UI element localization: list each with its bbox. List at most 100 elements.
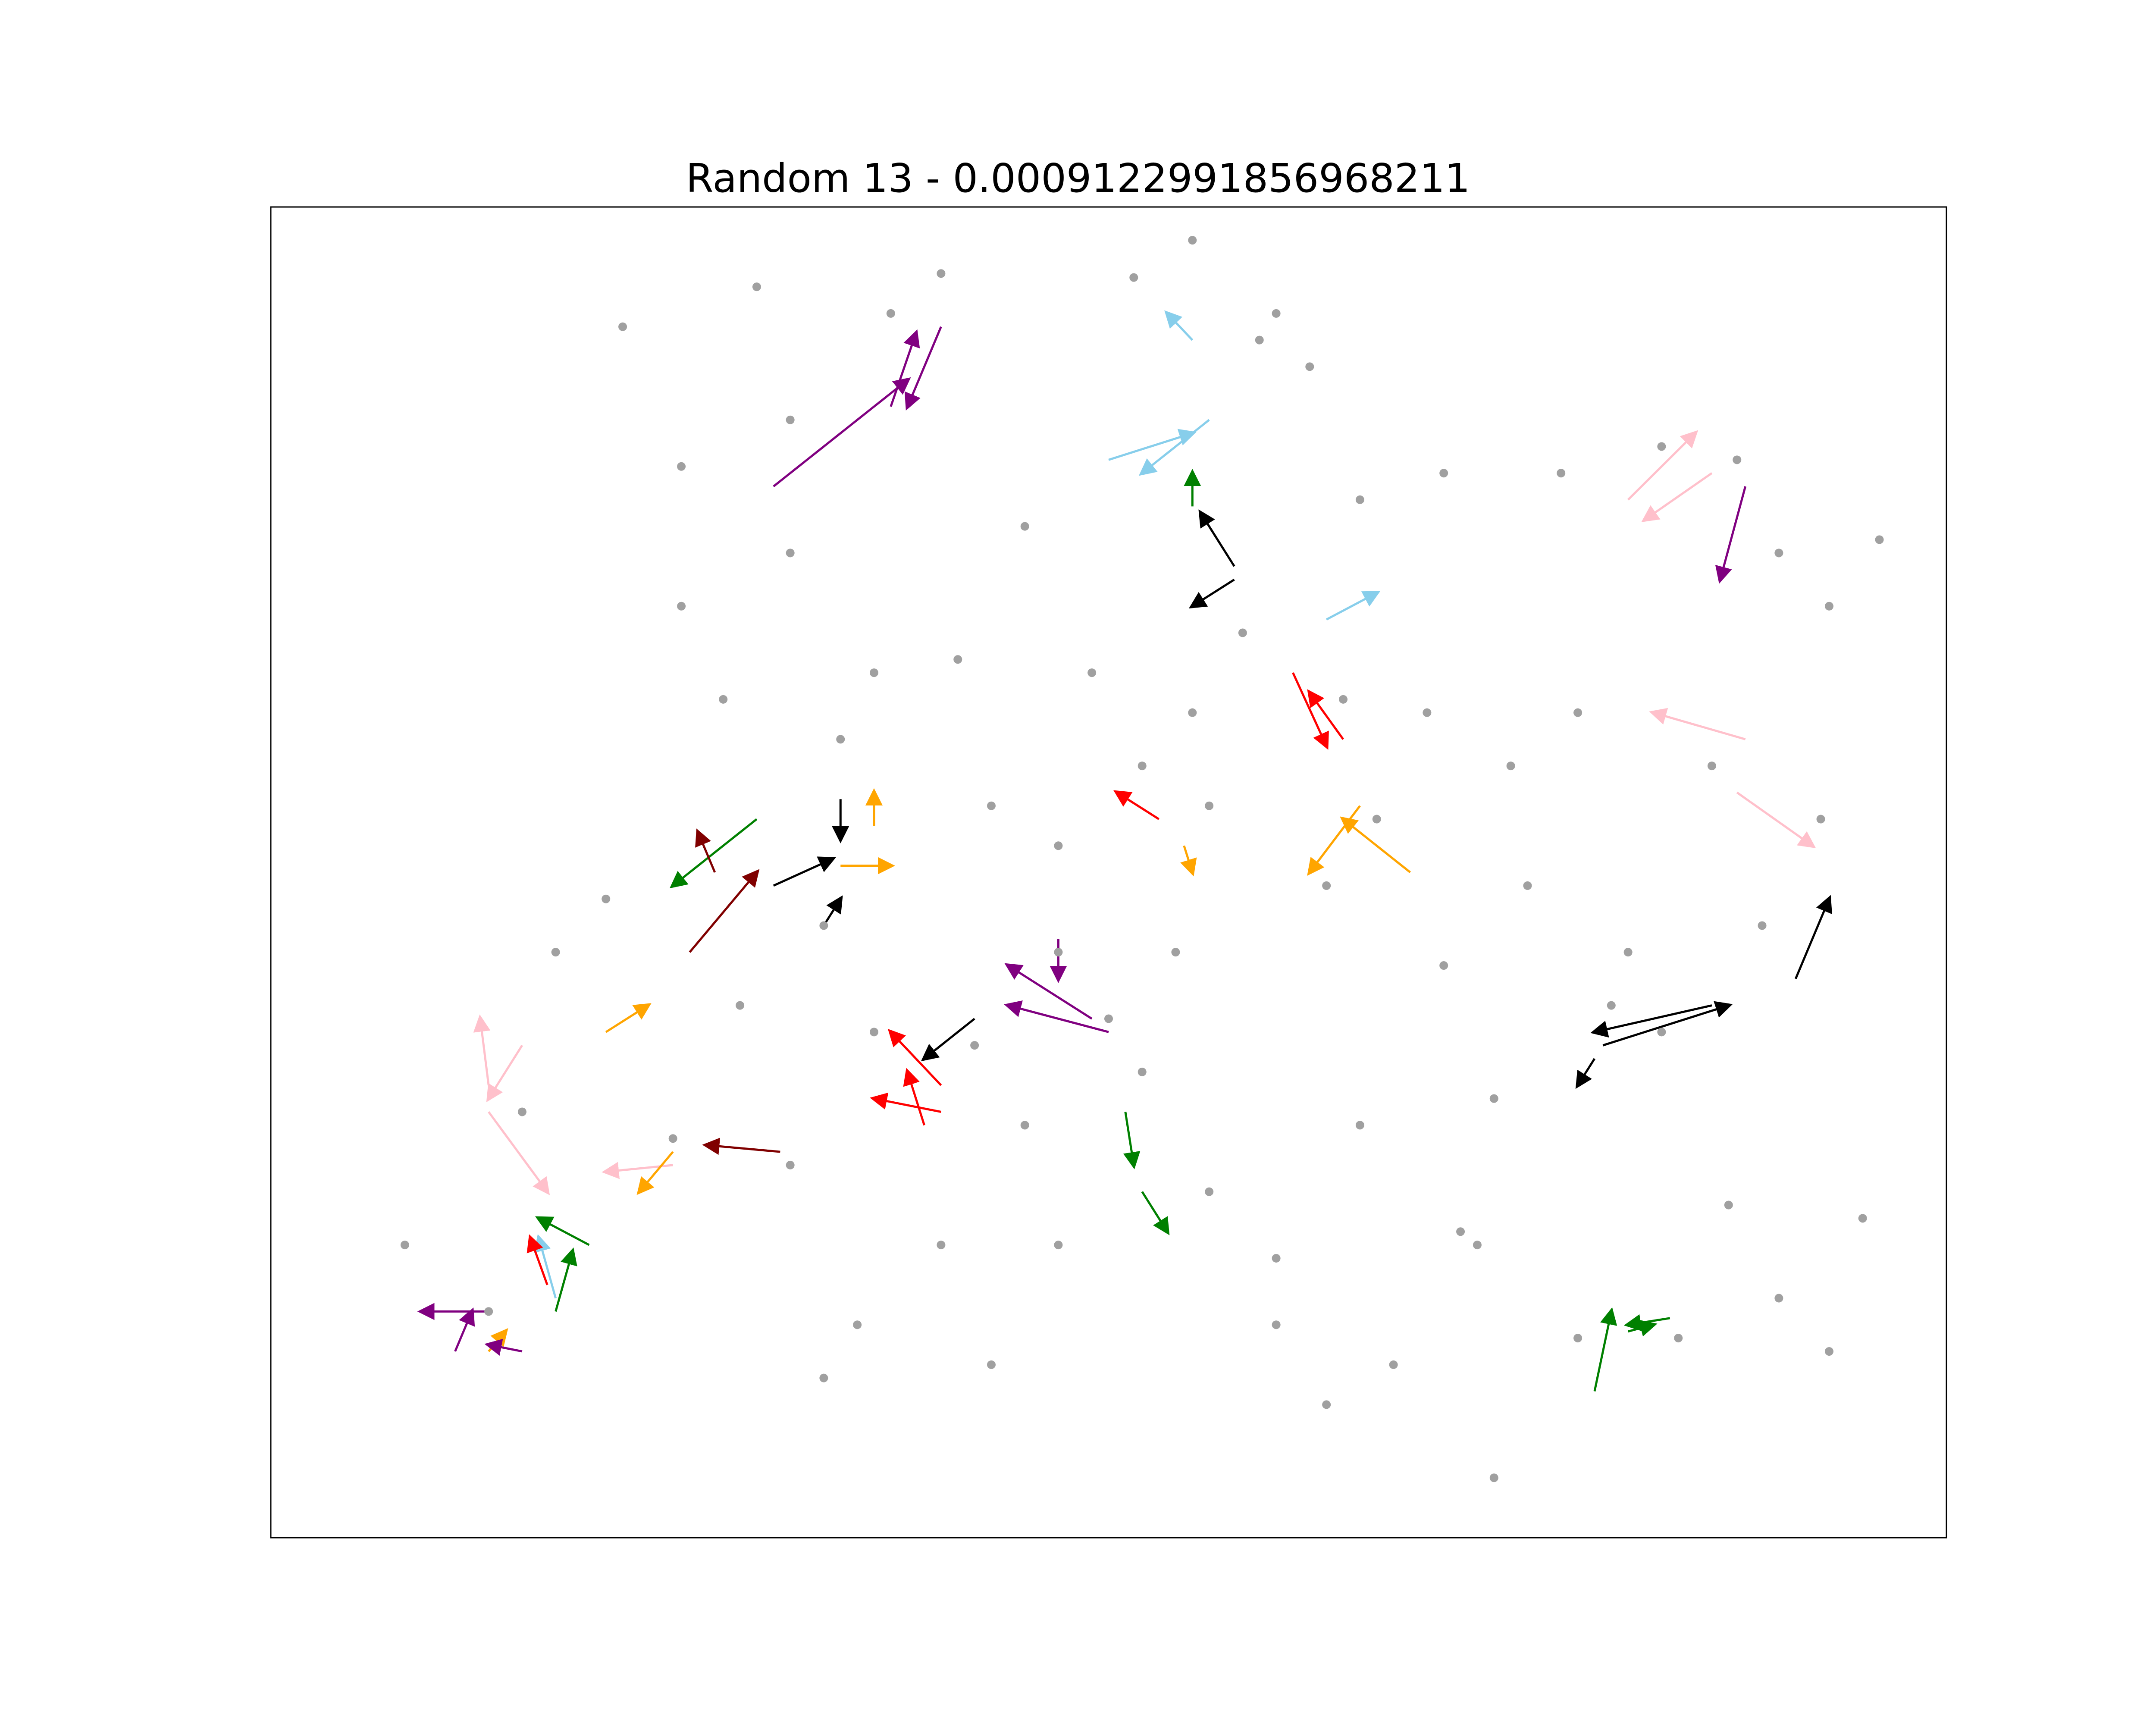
arrow-segment-20 [1715,486,1747,584]
arrow-segment-22 [1602,1001,1733,1047]
scatter-point-33 [1523,881,1532,890]
scatter-point-71 [1423,708,1432,717]
arrow-segment-34 [887,1029,942,1086]
arrow-segment-2 [904,326,942,411]
scatter-point-8 [1188,236,1197,245]
arrow-segment-27 [1628,1320,1658,1337]
arrow-segment-42 [773,856,836,887]
arrow-segment-11 [1326,591,1381,621]
arrow-segment-10 [1180,845,1197,877]
scatter-point-15 [1657,442,1666,451]
scatter-point-72 [1506,762,1515,771]
arrow-segment-0 [773,377,911,488]
scatter-point-46 [1456,1227,1465,1236]
arrow-segment-49 [602,1162,673,1179]
arrow-segment-25 [1593,1307,1617,1392]
scatter-point-39 [869,1028,878,1037]
arrow-segment-8 [1188,578,1235,609]
scatter-point-17 [1824,602,1833,611]
scatter-point-28 [1054,841,1063,850]
scatter-point-81 [736,1001,745,1010]
arrow-segment-39 [695,828,716,873]
points-layer [400,236,1884,1483]
scatter-point-57 [484,1307,493,1316]
arrow-segment-12 [1292,672,1329,750]
arrow-segment-53 [555,1247,577,1312]
scatter-point-44 [1272,1254,1281,1263]
arrow-segment-37 [669,818,758,889]
arrow-segment-31 [1004,1000,1109,1033]
scatter-point-3 [786,415,795,424]
scatter-point-20 [1875,535,1884,544]
scatter-point-82 [1138,762,1147,771]
arrow-segment-29 [1123,1112,1141,1169]
scatter-point-0 [618,322,627,331]
scatter-point-37 [668,1134,677,1143]
scatter-point-43 [1205,1187,1214,1196]
scatter-point-59 [819,1373,828,1382]
arrow-segment-19 [1641,472,1713,522]
scatter-point-22 [719,695,728,704]
scatter-point-2 [752,282,761,291]
scatter-point-14 [1557,469,1566,478]
arrow-segment-57 [454,1307,475,1352]
arrow-segment-16 [1649,708,1746,740]
scatter-point-53 [1824,1347,1833,1356]
scatter-point-80 [819,921,828,930]
arrow-segment-55 [526,1234,548,1285]
scatter-point-66 [1322,1400,1331,1409]
scatter-point-76 [1623,948,1633,957]
arrow-segment-18 [1627,430,1698,501]
scatter-point-79 [970,1041,979,1050]
plot-frame [270,206,1947,1539]
scatter-point-55 [1489,1473,1498,1483]
scatter-point-48 [1573,1334,1583,1343]
scatter-point-32 [1372,815,1381,824]
arrow-segment-52 [535,1216,590,1246]
scatter-point-83 [1087,668,1097,677]
scatter-point-4 [886,309,895,318]
scatter-point-6 [1020,522,1029,531]
arrow-segment-21 [1794,895,1832,979]
arrow-segment-15 [1307,805,1361,876]
scatter-point-70 [1339,695,1348,704]
arrow-segment-30 [1004,963,1093,1020]
scatter-point-9 [1272,309,1281,318]
scatter-point-13 [1439,469,1448,478]
scatter-point-23 [786,549,795,558]
arrow-segment-7 [1198,509,1235,567]
arrow-segment-4 [1138,419,1210,476]
scatter-point-25 [869,668,878,677]
scatter-point-69 [1238,628,1247,637]
scatter-point-31 [1322,881,1331,890]
scatter-point-7 [1129,273,1138,282]
arrow-segment-43 [823,895,843,926]
scatter-point-78 [1104,1014,1113,1023]
scatter-point-36 [602,894,611,903]
arrow-segment-51 [702,1138,780,1155]
arrow-segment-38 [689,869,760,953]
scatter-point-64 [1389,1360,1398,1369]
arrow-segment-33 [921,1018,975,1062]
arrow-segment-26 [1623,1314,1670,1332]
arrow-segment-17 [1736,791,1816,849]
arrow-segment-14 [1340,816,1411,873]
arrow-segment-24 [1575,1058,1596,1089]
scatter-point-35 [551,948,560,957]
scatter-point-30 [1205,801,1214,810]
scatter-point-75 [1758,921,1767,930]
arrow-segment-59 [484,1338,523,1356]
scatter-point-51 [1774,1294,1783,1303]
scatter-point-60 [853,1320,862,1329]
scatter-point-34 [1607,1001,1616,1010]
chart-title: Random 13 - 0.0009122991856968211 [686,155,1470,201]
arrow-segment-50 [636,1151,674,1195]
scatter-point-16 [1774,549,1783,558]
scatter-point-68 [1188,708,1197,717]
scatter-point-65 [1439,961,1448,970]
arrow-segment-46 [473,1014,491,1086]
scatter-point-42 [1138,1067,1147,1076]
arrow-segment-48 [488,1111,550,1195]
scatter-point-45 [1355,1121,1364,1130]
